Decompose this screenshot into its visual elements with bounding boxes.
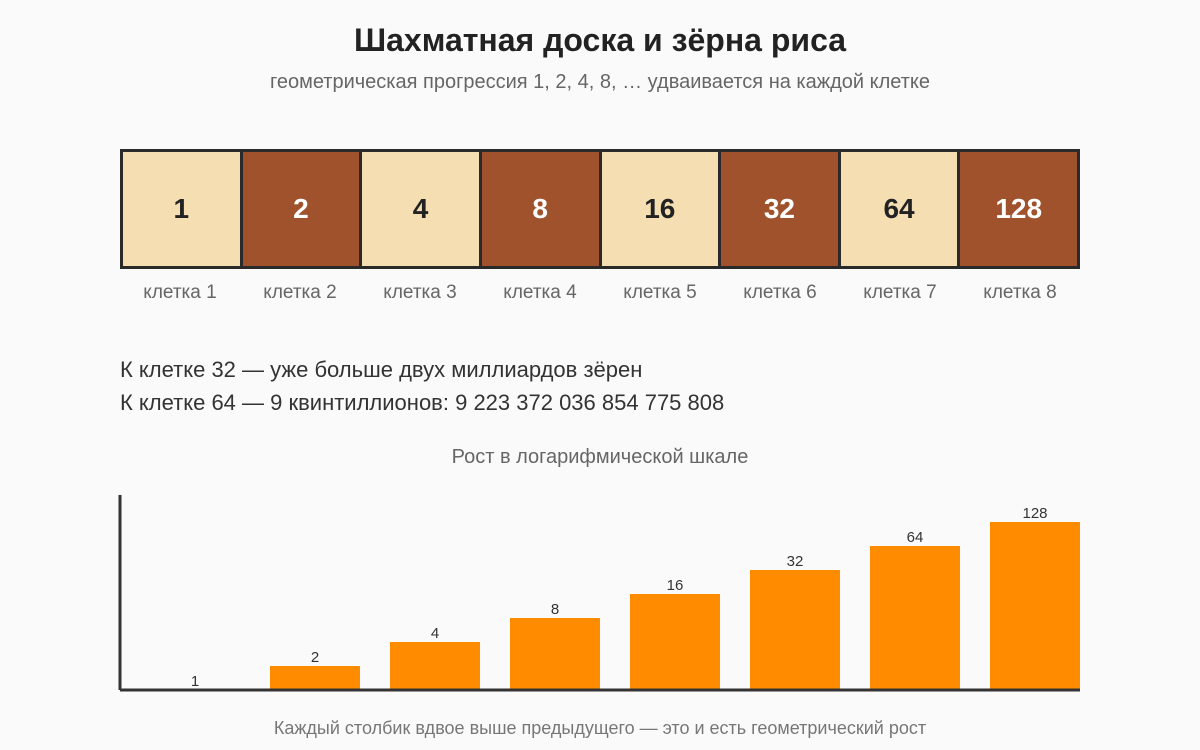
cell-value: 8	[532, 193, 548, 224]
cell-value: 4	[412, 193, 429, 224]
bar-value-label: 4	[431, 625, 439, 642]
bar-value-label: 2	[311, 649, 319, 666]
log-bar-chart: 1 2 4 8 16 32 64 128	[118, 495, 1080, 692]
facts-block: К клетке 32 — уже больше двух миллиардов…	[120, 353, 724, 419]
cell-label: клетка 5	[623, 282, 697, 303]
bar-value-label: 16	[667, 577, 684, 594]
bar-value-label: 64	[907, 529, 924, 546]
cell-label: клетка 8	[983, 282, 1057, 303]
chart-footnote: Каждый столбик вдвое выше предыдущего — …	[273, 718, 927, 738]
bar-2	[270, 666, 360, 690]
cell-value: 128	[995, 193, 1043, 224]
fact-line-cell-64: К клетке 64 — 9 квинтиллионов: 9 223 372…	[120, 390, 725, 415]
cell-label: клетка 7	[863, 282, 937, 303]
cell-value: 1	[173, 193, 190, 224]
board-cell-6: 32	[718, 152, 838, 266]
board-cell-3: 4	[359, 152, 479, 266]
board-cell-7: 64	[837, 152, 958, 266]
bar-value-label: 8	[551, 601, 559, 618]
board-cell-1: 1	[123, 152, 240, 266]
cell-label: клетка 2	[263, 282, 337, 303]
cell-label: клетка 4	[503, 282, 577, 303]
bar-32	[750, 570, 840, 690]
cell-label: клетка 6	[743, 282, 817, 303]
cell-value: 16	[644, 193, 676, 224]
bar-value-label: 32	[787, 553, 804, 570]
cell-value: 64	[883, 193, 915, 224]
page-title: Шахматная доска и зёрна риса	[353, 22, 847, 58]
bar-128	[990, 522, 1080, 690]
fact-line-cell-32: К клетке 32 — уже больше двух миллиардов…	[120, 357, 643, 382]
bar-value-label: 1	[191, 673, 199, 690]
board-cell-5: 16	[598, 152, 719, 266]
bar-value-label: 128	[1022, 505, 1047, 522]
board-cell-4: 8	[478, 152, 599, 266]
board-cell-2: 2	[239, 152, 360, 266]
cell-label: клетка 1	[143, 282, 217, 303]
bar-8	[510, 618, 600, 690]
board-cell-8: 128	[957, 152, 1077, 266]
bar-4	[390, 642, 480, 690]
cell-labels-row: клетка 1 клетка 2 клетка 3 клетка 4 клет…	[120, 282, 1080, 304]
bar-16	[630, 594, 720, 690]
cell-label: клетка 3	[383, 282, 457, 303]
cell-value: 2	[293, 193, 309, 224]
page-subtitle: геометрическая прогрессия 1, 2, 4, 8, … …	[270, 71, 930, 93]
chessboard-strip: 1 2 4 8 16 32 64 128	[120, 149, 1080, 269]
cell-value: 32	[763, 193, 796, 224]
chart-title: Рост в логарифмической шкале	[451, 446, 749, 468]
bar-64	[870, 546, 960, 690]
